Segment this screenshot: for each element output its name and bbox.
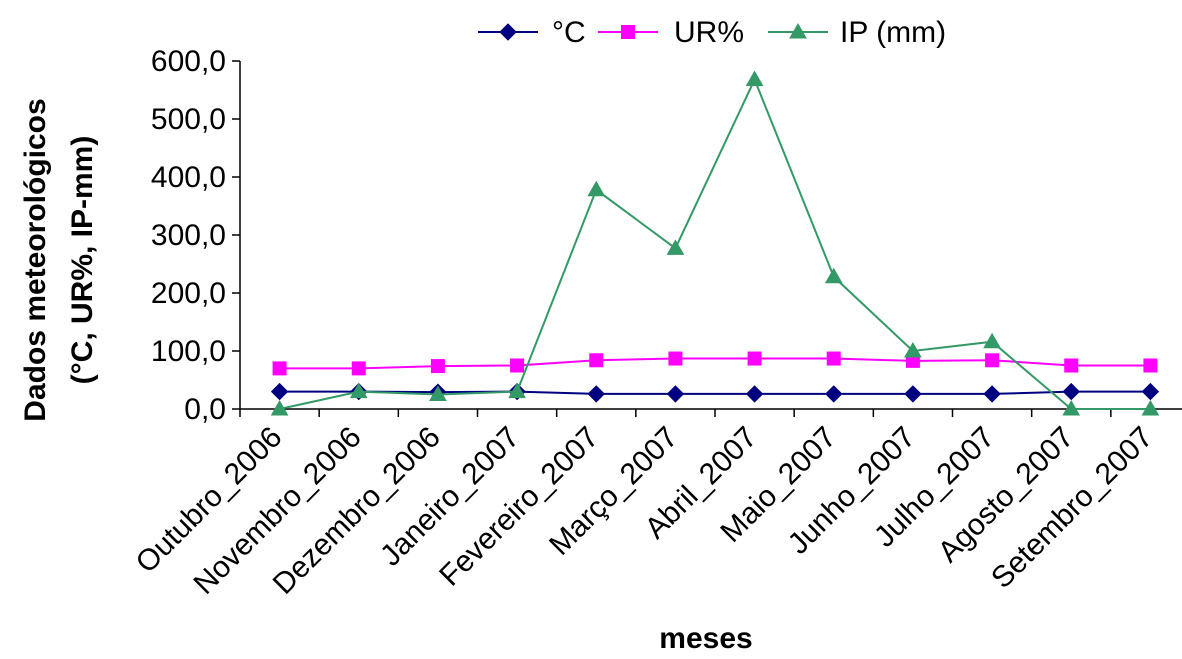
legend-label: °C xyxy=(552,16,586,49)
x-tick-label: Janeiro_2007 xyxy=(374,421,526,573)
legend: °C UR% IP (mm) xyxy=(478,16,946,49)
y-tick-label: 200,0 xyxy=(151,277,226,310)
data-point xyxy=(270,399,289,416)
series-1 xyxy=(272,351,1158,376)
data-point xyxy=(1064,358,1079,373)
y-axis-title-line-1: Dados meteorológicos xyxy=(19,98,52,421)
data-point xyxy=(430,359,445,374)
axes xyxy=(232,60,1182,417)
series-group xyxy=(270,70,1160,416)
data-point xyxy=(1062,399,1081,416)
data-point xyxy=(1141,382,1160,401)
x-axis-title: meses xyxy=(659,622,752,655)
y-axis-title-line-2: (°C, UR%, IP-mm) xyxy=(66,136,99,385)
data-point xyxy=(745,385,764,403)
legend-item-1: UR% xyxy=(598,16,744,49)
data-point xyxy=(508,382,526,399)
data-point xyxy=(666,385,685,403)
series-line xyxy=(279,357,1151,370)
series-line xyxy=(279,77,1151,410)
data-point xyxy=(349,382,368,399)
data-point xyxy=(587,180,606,197)
data-point xyxy=(826,351,841,366)
y-tick-label: 500,0 xyxy=(151,103,226,136)
data-point xyxy=(587,385,605,403)
data-point xyxy=(429,385,447,401)
legend-item-0: °C xyxy=(478,16,586,49)
legend-label: UR% xyxy=(674,16,744,49)
data-point xyxy=(904,341,922,358)
data-point xyxy=(983,385,1001,403)
legend-marker xyxy=(499,23,517,41)
series-line xyxy=(279,390,1151,395)
data-point xyxy=(1141,399,1160,416)
y-tick-label: 400,0 xyxy=(151,161,226,194)
y-tick-label: 0,0 xyxy=(184,393,226,426)
y-tick-label: 300,0 xyxy=(151,219,226,252)
legend-marker xyxy=(789,22,807,39)
data-point xyxy=(1143,358,1158,373)
x-tick-labels: Outubro_2006Novembro_2006Dezembro_2006Ja… xyxy=(130,421,1160,601)
series-0 xyxy=(270,382,1160,403)
data-point xyxy=(589,353,604,368)
data-point xyxy=(510,358,525,373)
legend-label: IP (mm) xyxy=(840,16,946,49)
data-point xyxy=(747,351,762,366)
series-2 xyxy=(270,70,1160,416)
data-point xyxy=(272,361,287,376)
data-point xyxy=(351,361,366,376)
data-point xyxy=(666,239,685,255)
data-point xyxy=(270,382,289,401)
y-tick-label: 600,0 xyxy=(151,45,226,78)
data-point xyxy=(983,332,1001,349)
y-axis-title: Dados meteorológicos (°C, UR%, IP-mm) xyxy=(19,98,99,421)
y-tick-label: 100,0 xyxy=(151,335,226,368)
data-point xyxy=(668,351,683,366)
data-point xyxy=(745,70,764,87)
data-point xyxy=(985,353,1000,368)
legend-item-2: IP (mm) xyxy=(768,16,946,49)
data-point xyxy=(825,385,843,403)
data-point xyxy=(824,267,843,284)
legend-marker xyxy=(621,25,635,39)
data-point xyxy=(1062,382,1080,401)
data-point xyxy=(904,385,922,403)
y-tick-labels: 0,0 100,0 200,0 300,0 400,0 500,0 600,0 xyxy=(151,45,226,426)
